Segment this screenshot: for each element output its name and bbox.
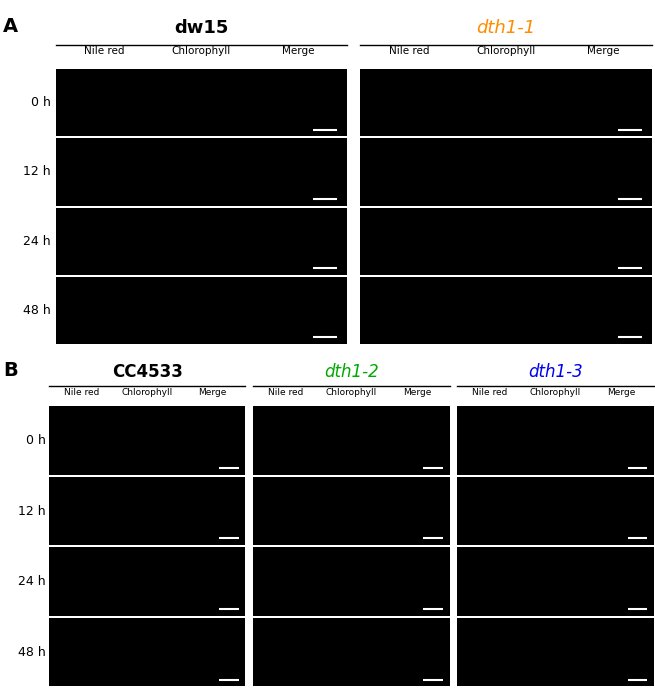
Text: Merge: Merge [607, 388, 635, 397]
Text: 24 h: 24 h [23, 235, 50, 248]
Text: Nile red: Nile red [472, 388, 508, 397]
Text: dw15: dw15 [174, 19, 229, 37]
Text: dth1-2: dth1-2 [324, 363, 379, 381]
Text: dth1-1: dth1-1 [476, 19, 536, 37]
Text: A: A [3, 17, 18, 36]
Text: Chlorophyll: Chlorophyll [326, 388, 377, 397]
Text: Merge: Merge [403, 388, 431, 397]
Text: Chlorophyll: Chlorophyll [122, 388, 173, 397]
Text: 0 h: 0 h [26, 434, 46, 447]
Text: Nile red: Nile red [64, 388, 100, 397]
Text: dth1-3: dth1-3 [528, 363, 583, 381]
Text: 12 h: 12 h [23, 165, 50, 179]
Text: Chlorophyll: Chlorophyll [476, 46, 536, 56]
Text: Nile red: Nile red [269, 388, 304, 397]
Text: 12 h: 12 h [18, 504, 46, 518]
Text: 48 h: 48 h [18, 646, 46, 659]
Text: Chlorophyll: Chlorophyll [530, 388, 581, 397]
Text: Chlorophyll: Chlorophyll [172, 46, 231, 56]
Text: 24 h: 24 h [18, 575, 46, 588]
Text: 48 h: 48 h [23, 304, 50, 317]
Text: Merge: Merge [282, 46, 315, 56]
Text: CC4533: CC4533 [112, 363, 183, 381]
Text: Nile red: Nile red [84, 46, 124, 56]
Text: 0 h: 0 h [31, 96, 50, 109]
Text: Nile red: Nile red [388, 46, 429, 56]
Text: Merge: Merge [198, 388, 227, 397]
Text: Merge: Merge [587, 46, 620, 56]
Text: B: B [3, 361, 18, 380]
